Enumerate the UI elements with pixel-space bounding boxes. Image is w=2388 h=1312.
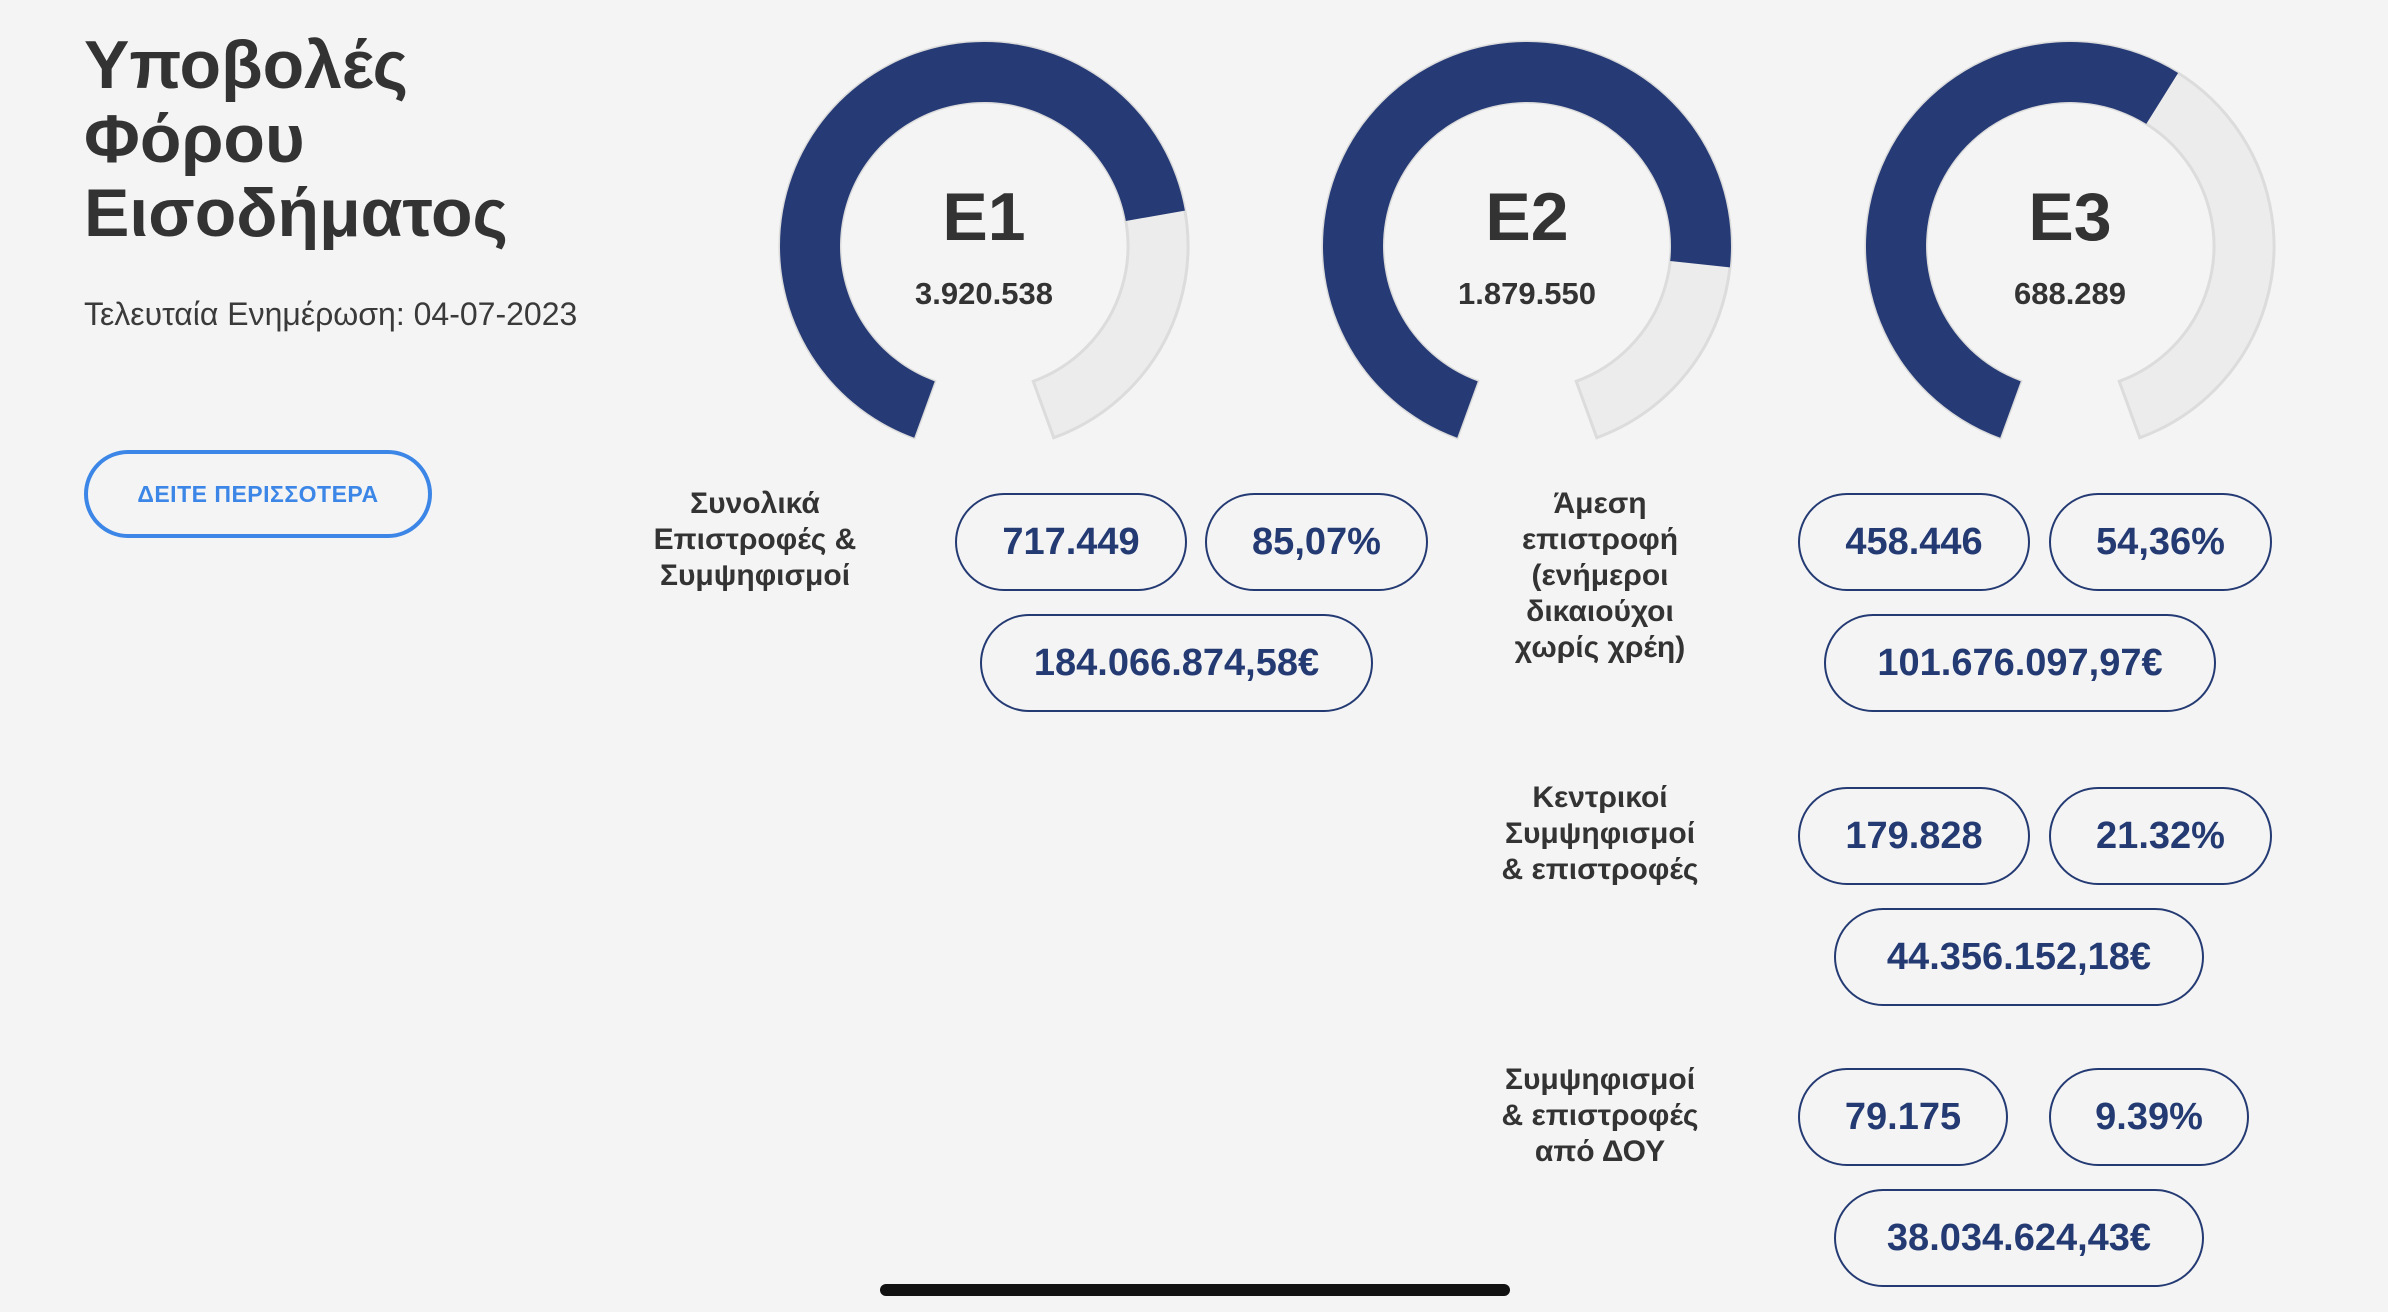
e1-value: 3.920.538 (915, 276, 1053, 311)
doy-offsets-amount-pill: 38.034.624,43€ (1834, 1189, 2204, 1287)
doy-offsets-label: Συμψηφισμοί & επιστροφές από ΔΟΥ (1501, 1063, 1699, 1168)
direct-refund-percent-pill: 54,36% (2049, 493, 2272, 591)
totals-percent-pill: 85,07% (1205, 493, 1428, 591)
page-title-line-3: Εισοδήματος (84, 175, 508, 251)
e3-donut-chart (1864, 40, 2276, 440)
e1-donut-chart (778, 40, 1190, 440)
totals-amount-pill: 184.066.874,58€ (980, 614, 1373, 712)
central-offsets-count-pill: 179.828 (1798, 787, 2030, 885)
e1-code: E1 (942, 179, 1026, 255)
e3-donut-label: E3 688.289 (1864, 177, 2276, 314)
e3-donut-fill (1865, 41, 2179, 438)
direct-refund-label: Άμεση επιστροφή (ενήμεροι δικαιούχοι χωρ… (1514, 487, 1686, 664)
direct-refund-count-pill: 458.446 (1798, 493, 2030, 591)
e2-donut-chart (1321, 40, 1733, 440)
e2-value: 1.879.550 (1458, 276, 1596, 311)
central-offsets-percent-pill: 21.32% (2049, 787, 2272, 885)
doy-offsets-percent-pill: 9.39% (2049, 1068, 2249, 1166)
see-more-button[interactable]: ΔΕΙΤΕ ΠΕΡΙΣΣΟΤΕΡΑ (84, 450, 432, 538)
totals-label: Συνολικά Επιστροφές & Συμψηφισμοί (653, 487, 857, 592)
e1-donut-label: E1 3.920.538 (778, 177, 1190, 314)
page-title: Υποβολές Φόρου Εισοδήματος (84, 28, 644, 250)
e2-donut-label: E2 1.879.550 (1321, 177, 1733, 314)
e3-value: 688.289 (2013, 276, 2127, 311)
page-title-line-2: Φόρου (84, 101, 305, 177)
last-update-text: Τελευταία Ενημέρωση: 04-07-2023 (84, 296, 578, 332)
central-offsets-amount-pill: 44.356.152,18€ (1834, 908, 2204, 1006)
e3-code: E3 (2028, 179, 2112, 255)
doy-offsets-count-pill: 79.175 (1798, 1068, 2008, 1166)
e2-code: E2 (1485, 179, 1569, 255)
central-offsets-label: Κεντρικοί Συμψηφισμοί & επιστροφές (1501, 781, 1699, 886)
home-indicator (880, 1284, 1510, 1296)
e1-donut-fill (779, 42, 1185, 438)
totals-count-pill: 717.449 (955, 493, 1187, 591)
page-title-line-1: Υποβολές (84, 27, 408, 103)
direct-refund-amount-pill: 101.676.097,97€ (1824, 614, 2216, 712)
e2-donut-fill (1322, 42, 1731, 438)
